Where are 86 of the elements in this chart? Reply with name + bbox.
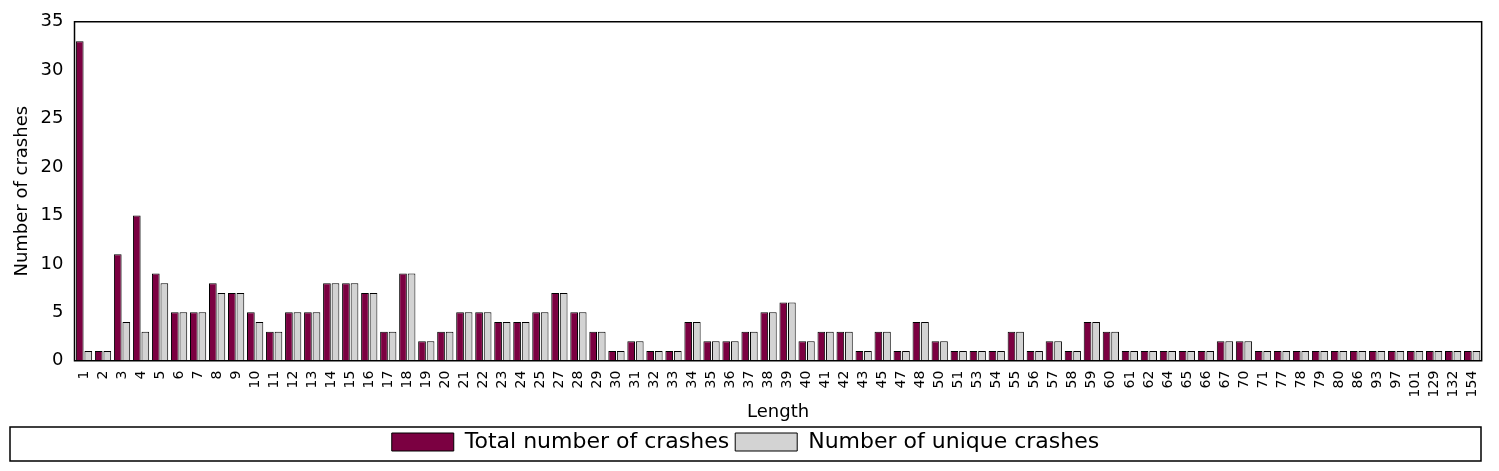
x-tick-label: 78 [1291, 370, 1308, 389]
y-tick-label: 5 [52, 299, 64, 321]
x-tick-label: 23 [492, 370, 509, 389]
x-tick-label: 53 [968, 370, 985, 389]
x-tick-label: 31 [626, 370, 643, 389]
x-tick-label: 38 [759, 370, 776, 389]
y-tick-label: 15 [40, 203, 64, 225]
x-tick-label: 25 [531, 370, 548, 389]
x-tick-label: 33 [664, 370, 681, 389]
x-tick-label: 71 [1253, 370, 1270, 389]
y-tick-label: 35 [40, 9, 64, 31]
x-tick-label: 19 [416, 370, 433, 389]
x-tick-label: 36 [721, 370, 738, 389]
x-tick-label: 93 [1367, 370, 1384, 389]
x-tick-label: 28 [569, 370, 586, 389]
x-tick-label: 41 [816, 370, 833, 389]
x-tick-label: 18 [397, 370, 414, 389]
x-tick-label: 24 [512, 370, 529, 389]
x-tick-label: 50 [930, 370, 947, 389]
y-axis-title: Number of crashes [10, 105, 32, 277]
x-tick-label: 22 [473, 370, 490, 389]
x-tick-label: 11 [264, 370, 281, 389]
x-tick-label: 39 [778, 370, 795, 389]
x-tick-label: 65 [1177, 370, 1194, 389]
x-tick-label: 51 [949, 370, 966, 389]
legend-label: Total number of crashes [463, 427, 730, 453]
x-tick-label: 9 [226, 370, 243, 380]
x-tick-label: 20 [435, 370, 452, 389]
x-tick-label: 80 [1329, 370, 1346, 389]
x-tick-label: 42 [835, 370, 852, 389]
x-tick-label: 40 [797, 370, 814, 389]
x-tick-label: 129 [1424, 370, 1441, 398]
x-tick-label: 66 [1196, 370, 1213, 389]
x-tick-label: 4 [131, 370, 148, 380]
x-axis-title: Length [747, 399, 810, 421]
x-tick-label: 37 [740, 370, 757, 389]
x-tick-label: 101 [1405, 370, 1422, 398]
x-tick-label: 29 [588, 370, 605, 389]
x-tick-label: 47 [892, 370, 909, 389]
x-tick-label: 97 [1386, 370, 1403, 389]
x-tick-label: 2 [93, 370, 110, 380]
x-tick-label: 35 [702, 370, 719, 389]
x-tick-label: 10 [245, 370, 262, 389]
x-tick-label: 57 [1044, 370, 1061, 389]
x-tick-label: 77 [1272, 370, 1289, 389]
x-tick-label: 34 [683, 370, 700, 389]
x-tick-label: 54 [987, 370, 1004, 389]
x-tick-label: 45 [873, 370, 890, 389]
x-tick-label: 56 [1025, 370, 1042, 389]
x-tick-label: 62 [1139, 370, 1156, 389]
x-tick-label: 6 [169, 370, 186, 380]
x-tick-label: 30 [607, 370, 624, 389]
x-tick-label: 16 [359, 370, 376, 389]
y-tick-label: 20 [40, 154, 64, 176]
x-tick-label: 12 [283, 370, 300, 389]
x-tick-label: 67 [1215, 370, 1232, 389]
x-tick-label: 70 [1234, 370, 1251, 389]
x-tick-label: 59 [1082, 370, 1099, 389]
x-tick-label: 32 [645, 370, 662, 389]
y-tick-label: 0 [52, 348, 64, 370]
x-tick-label: 86 [1348, 370, 1365, 389]
y-tick-label: 30 [40, 57, 64, 79]
x-tick-label: 14 [321, 370, 338, 389]
y-tick-label: 10 [40, 251, 64, 273]
x-tick-label: 55 [1006, 370, 1023, 389]
x-tick-label: 64 [1158, 370, 1175, 389]
x-tick-label: 1 [74, 370, 91, 380]
x-tick-label: 13 [302, 370, 319, 389]
x-tick-label: 132 [1443, 370, 1460, 398]
x-tick-label: 5 [150, 370, 167, 380]
x-tick-label: 48 [911, 370, 928, 389]
x-tick-label: 58 [1063, 370, 1080, 389]
x-tick-label: 79 [1310, 370, 1327, 389]
x-tick-label: 61 [1120, 370, 1137, 389]
x-tick-label: 3 [112, 370, 129, 380]
x-tick-label: 27 [550, 370, 567, 389]
x-tick-label: 154 [1462, 370, 1479, 398]
x-tick-label: 43 [854, 370, 871, 389]
x-tick-label: 60 [1101, 370, 1118, 389]
x-tick-label: 8 [207, 370, 224, 380]
legend-label: Number of unique crashes [808, 427, 1100, 453]
x-tick-label: 21 [454, 370, 471, 389]
x-tick-label: 7 [188, 370, 205, 380]
y-tick-label: 25 [40, 106, 64, 128]
x-tick-label: 17 [378, 370, 395, 389]
x-tick-label: 15 [340, 370, 357, 389]
